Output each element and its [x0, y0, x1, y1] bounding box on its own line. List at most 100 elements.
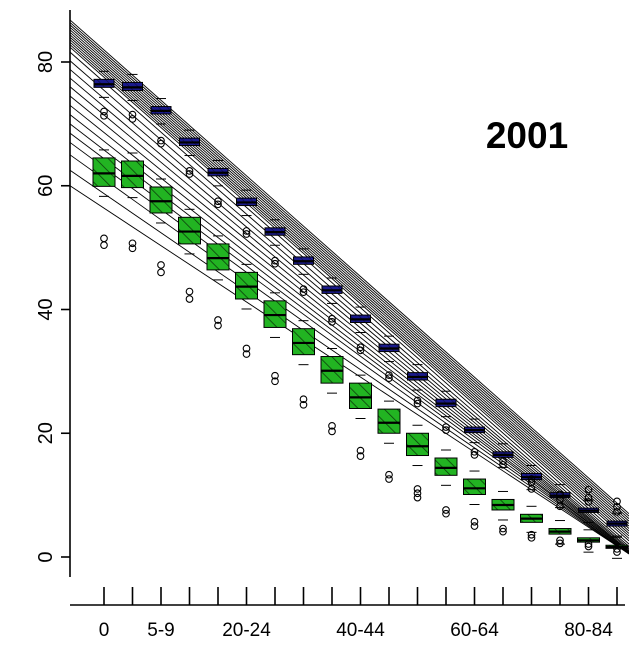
outlier-point	[100, 107, 108, 116]
box-blue	[521, 464, 542, 493]
box-green	[178, 208, 201, 303]
y-tick-label: 40	[35, 298, 57, 320]
outlier-point	[584, 540, 593, 548]
outlier-point	[385, 475, 393, 483]
outlier-point	[185, 170, 194, 178]
outlier-point	[556, 495, 564, 504]
outlier-point	[613, 545, 621, 553]
cohort-line	[69, 51, 629, 545]
outlier-point	[385, 470, 393, 479]
outlier-point	[128, 244, 137, 253]
box-body	[406, 432, 429, 457]
cohort-line	[69, 154, 629, 555]
outlier-point	[157, 136, 165, 145]
outlier-point	[613, 548, 621, 556]
box-blue	[207, 159, 229, 209]
outlier-point	[271, 377, 279, 386]
outlier-point	[242, 227, 251, 235]
box-green	[320, 348, 344, 436]
box-green	[548, 520, 572, 548]
outlier-point	[413, 396, 422, 405]
cohort-line	[69, 104, 629, 553]
outlier-point	[100, 111, 108, 120]
outlier-point	[385, 374, 393, 383]
outlier-point	[556, 539, 564, 548]
box-body	[434, 457, 458, 476]
outlier-point	[328, 427, 336, 436]
outlier-point	[413, 493, 422, 502]
box-blue	[93, 70, 115, 120]
outlier-point	[271, 256, 279, 265]
cohort-line	[69, 114, 629, 554]
cohort-line	[69, 31, 629, 527]
chart-title: 2001	[486, 115, 568, 156]
outlier-point	[527, 475, 536, 483]
cohort-line	[69, 169, 629, 555]
y-tick-label: 80	[35, 51, 57, 73]
cohort-line	[69, 29, 629, 524]
y-tick-label: 20	[35, 422, 57, 444]
outlier-point	[242, 350, 251, 358]
outlier-point	[385, 371, 393, 379]
box-layer	[92, 70, 629, 559]
outlier-point	[128, 110, 137, 119]
outlier-point	[185, 287, 194, 296]
x-tick-label: 20-24	[222, 620, 271, 641]
box-body	[121, 160, 144, 189]
outlier-point	[157, 268, 165, 277]
box-body	[377, 408, 401, 434]
outlier-point	[442, 426, 450, 435]
outlier-point	[214, 200, 222, 209]
outlier-point	[584, 485, 593, 494]
cohort-line	[69, 34, 629, 529]
outlier-point	[499, 460, 507, 469]
cohort-line	[69, 185, 629, 555]
x-tick-label: 40-44	[336, 620, 385, 641]
outlier-point	[499, 527, 507, 536]
outlier-point	[328, 314, 336, 323]
cohort-line	[69, 95, 629, 552]
outlier-point	[499, 524, 507, 533]
axes: 0 20 40 60 80 0 5-9 20-24 40-44 60-64 80-84	[35, 10, 625, 641]
outlier-point	[613, 497, 621, 506]
box-green	[434, 449, 458, 518]
outlier-point	[584, 493, 593, 502]
outlier-point	[613, 503, 621, 511]
outlier-point	[271, 259, 279, 268]
box-body	[292, 328, 315, 356]
y-tick-label: 60	[35, 175, 57, 197]
outlier-point	[185, 295, 194, 303]
outlier-point	[442, 423, 450, 431]
outlier-point	[413, 485, 422, 493]
outlier-point	[299, 400, 308, 409]
outlier-point	[157, 261, 165, 269]
outlier-point	[185, 167, 194, 175]
outlier-point	[356, 346, 365, 355]
outlier-point	[328, 318, 336, 326]
box-green	[235, 263, 258, 358]
x-tick-label: 60-64	[450, 620, 499, 641]
cohort-line	[69, 86, 629, 552]
box-green	[491, 490, 515, 536]
outlier-point	[128, 115, 137, 123]
outlier-point	[128, 239, 137, 248]
box-blue	[549, 484, 571, 511]
cohort-line	[69, 27, 629, 522]
cohort-line	[69, 22, 629, 517]
cohort-line	[69, 69, 629, 549]
outlier-point	[214, 321, 222, 330]
outlier-point	[527, 478, 536, 486]
outlier-point	[556, 536, 564, 545]
outlier-point	[442, 506, 450, 514]
box-blue	[150, 98, 172, 148]
outlier-point	[242, 344, 251, 353]
x-tick-label: 0	[99, 620, 110, 641]
box-green	[520, 505, 543, 542]
cohort-line	[69, 41, 629, 537]
outlier-point	[299, 395, 308, 404]
outlier-point	[584, 542, 593, 551]
box-blue	[464, 418, 485, 459]
box-body	[92, 157, 116, 187]
y-tick-label: 0	[35, 551, 57, 562]
box-blue	[350, 306, 371, 355]
